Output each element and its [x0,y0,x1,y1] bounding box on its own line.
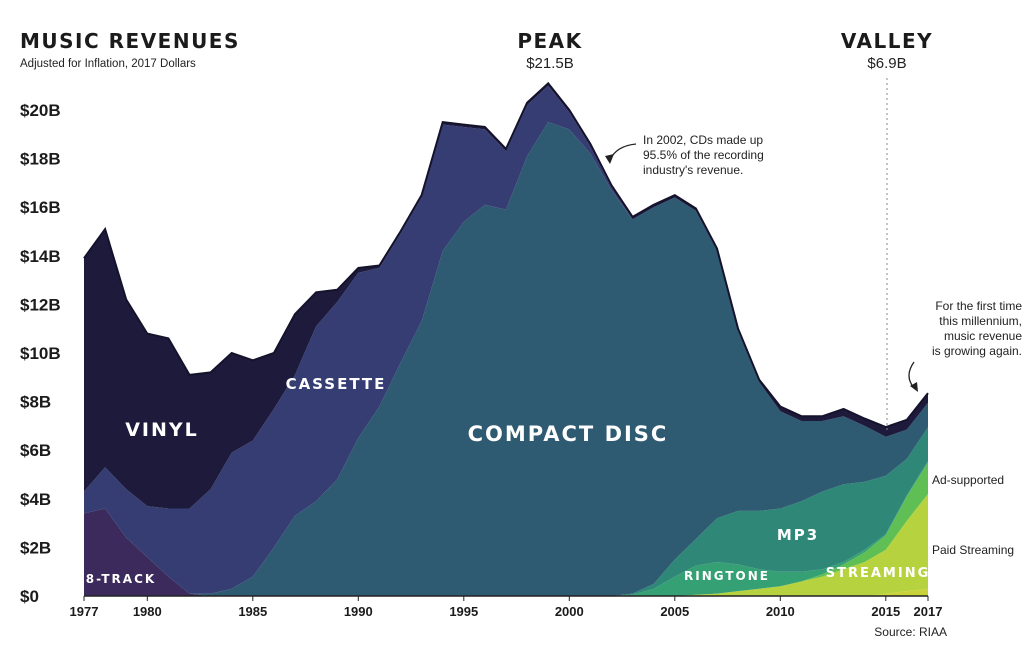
y-tick-label: $12B [20,295,61,314]
valley-value: $6.9B [867,55,906,72]
cd-note-line-3: industry's revenue. [643,163,743,177]
valley-label: VALLEY [841,29,933,53]
x-tick-label: 2010 [766,604,795,619]
x-axis-ticks: 1977 1980 1985 1990 1995 2000 2005 2010 2015 2017 [70,596,943,619]
y-tick-label: $14B [20,247,61,266]
x-tick-label: 2015 [871,604,900,619]
y-tick-label: $2B [20,538,51,557]
area-compact-disc [84,122,928,596]
ad-supported-label: Ad-supported [932,473,1004,487]
x-tick-label: 1990 [344,604,373,619]
x-tick-label: 2017 [914,604,943,619]
y-tick-label: $4B [20,490,51,509]
y-tick-label: $16B [20,198,61,217]
compact-disc-area-label: COMPACT DISC [468,422,669,446]
growth-note-line-2: this millennium, [939,314,1022,328]
growth-note-line-4: is growing again. [932,344,1022,358]
mp3-area-label: MP3 [777,526,819,544]
y-axis-ticks: $0 $2B $4B $6B $8B $10B $12B $14B $16B $18B $20B [20,101,61,606]
cd-note-line-1: In 2002, CDs made up [643,133,763,147]
peak-label: PEAK [517,29,582,53]
area-ringtone [84,461,928,596]
x-tick-label: 2000 [555,604,584,619]
stacked-areas [83,81,929,597]
chart-title: MUSIC REVENUES [20,29,240,53]
paid-streaming-label: Paid Streaming [932,543,1014,557]
growth-note-line-1: For the first time [935,299,1022,313]
streaming-area-label: STREAMING [826,566,931,581]
cd-note-arrow [609,143,637,161]
cd-note-arrowhead [605,154,614,164]
vinyl-area-label: VINYL [125,419,199,441]
y-tick-label: $20B [20,101,61,120]
peak-value: $21.5B [526,55,574,72]
area-cassette [84,85,928,594]
x-tick-label: 1977 [70,604,99,619]
area-vinyl [84,83,928,509]
y-tick-label: $18B [20,150,61,169]
y-tick-label: $8B [20,393,51,412]
cd-note-line-2: 95.5% of the recording [643,148,764,162]
x-tick-label: 1995 [449,604,478,619]
area-8-track [84,508,928,596]
x-tick-label: 1980 [133,604,162,619]
y-tick-label: $10B [20,344,61,363]
y-tick-label: $0 [20,587,39,606]
area-streaming [84,493,928,596]
growth-note-arrowhead [910,382,918,392]
chart-subtitle: Adjusted for Inflation, 2017 Dollars [20,58,196,70]
growth-note-arrow [908,361,915,389]
x-tick-label: 2005 [660,604,689,619]
area-mp3 [84,427,928,596]
x-tick-label: 1985 [238,604,267,619]
source-label: Source: RIAA [874,625,947,639]
total-outline [83,81,929,429]
ringtone-area-label: RINGTONE [684,569,770,583]
cassette-area-label: CASSETTE [286,375,387,393]
y-tick-label: $6B [20,441,51,460]
growth-note-line-3: music revenue [944,329,1022,343]
eight-track-area-label: 8-TRACK [86,572,156,586]
